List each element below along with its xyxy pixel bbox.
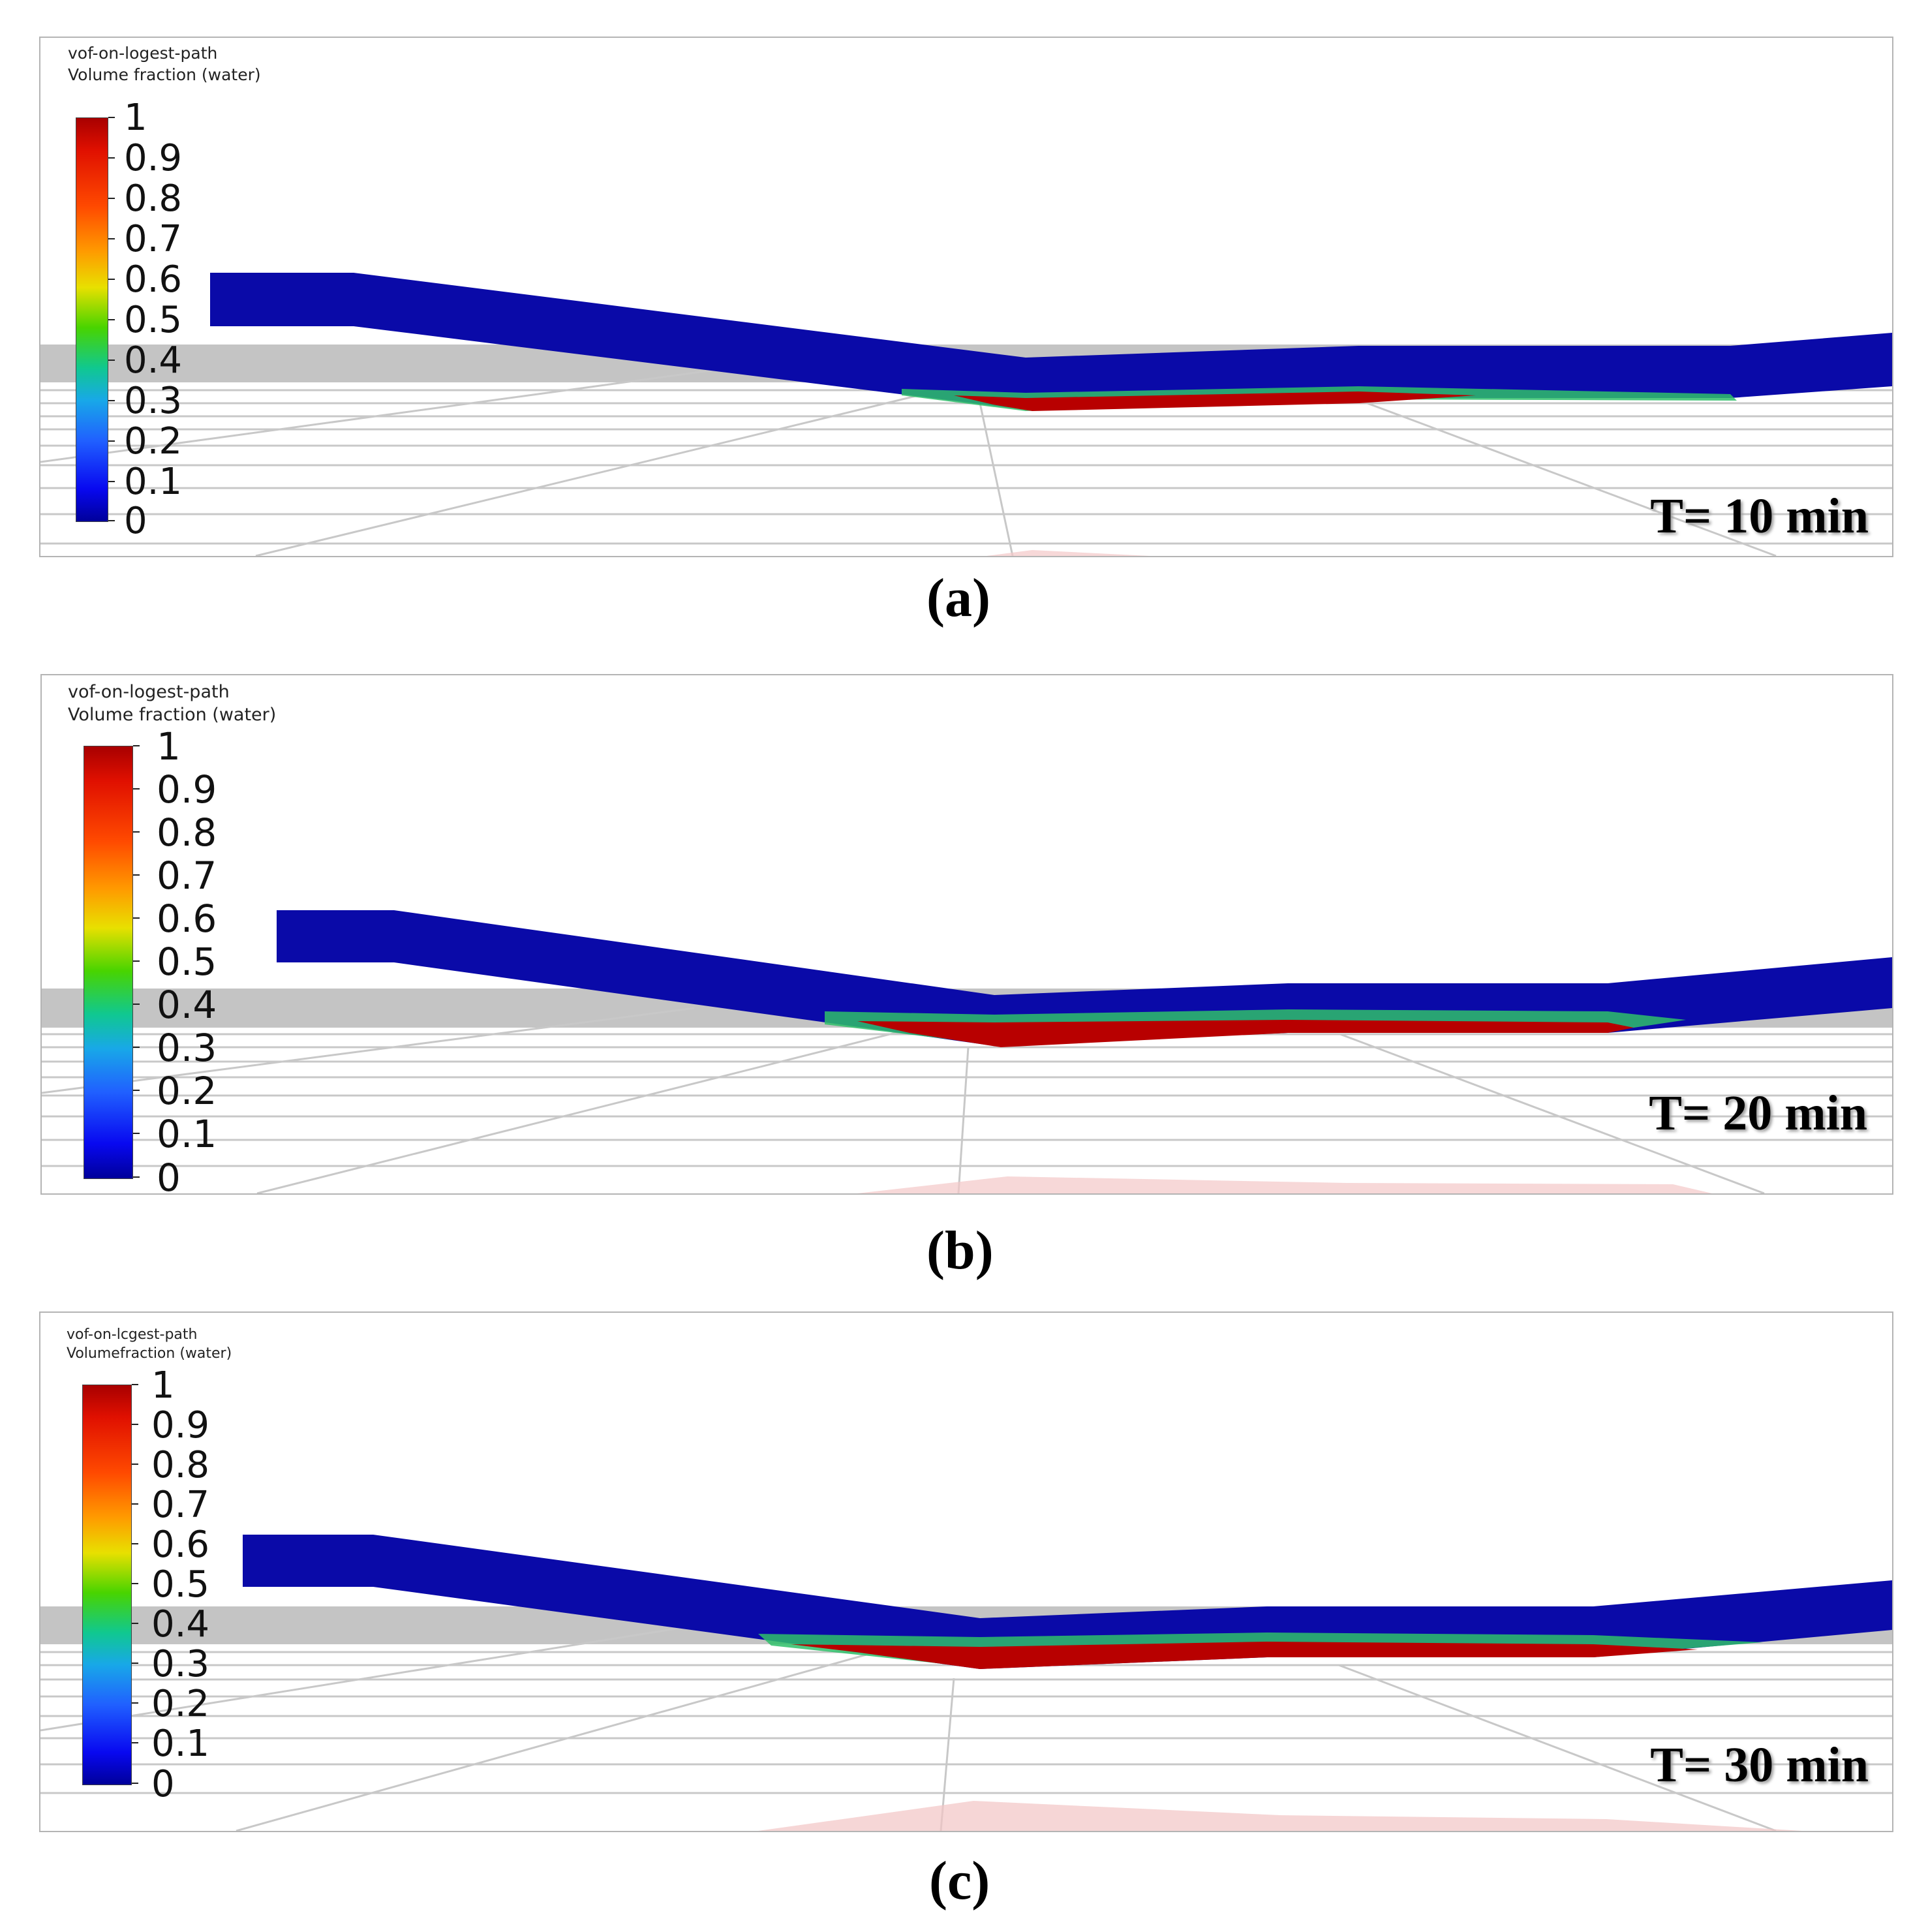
colorbar-tick <box>132 1742 138 1743</box>
colorbar-tick-label: 0.2 <box>124 420 183 463</box>
colorbar-tick-label: 0.4 <box>157 983 217 1027</box>
colorbar-tick-label: 0.8 <box>124 177 183 220</box>
colorbar-tick-label: 0.1 <box>151 1723 210 1765</box>
colorbar <box>82 1385 132 1785</box>
caption-b: (b) <box>926 1220 994 1281</box>
colorbar-tick <box>132 1623 138 1624</box>
colorbar-tick-label: 0.2 <box>157 1069 217 1113</box>
legend-title: vof-on-lcgest-path Volumefraction (water… <box>67 1326 232 1363</box>
colorbar-tick-label: 0 <box>157 1156 181 1195</box>
panel-a: vof-on-logest-path Volume fraction (wate… <box>39 37 1893 557</box>
panel-c: vof-on-lcgest-path Volumefraction (water… <box>39 1311 1893 1832</box>
reflection <box>758 1801 1802 1831</box>
water-layer <box>791 1642 1698 1669</box>
colorbar-tick <box>132 1663 138 1664</box>
colorbar-tick <box>132 1424 138 1425</box>
legend-title-line2: Volumefraction (water) <box>67 1345 232 1362</box>
colorbar-tick-label: 1 <box>151 1364 175 1407</box>
colorbar-tick-label: 0 <box>151 1763 175 1805</box>
colorbar-tick <box>132 1543 138 1544</box>
colorbar-tick-label: 0.7 <box>124 218 183 260</box>
colorbar-tick-label: 0.5 <box>151 1563 210 1606</box>
legend-title-line2: Volume fraction (water) <box>68 705 277 726</box>
colorbar-tick-label: 0.3 <box>157 1026 217 1070</box>
colorbar-tick-label: 0.1 <box>157 1112 217 1156</box>
colorbar-tick-label: 0.6 <box>151 1524 210 1566</box>
colorbar-tick <box>132 1783 138 1784</box>
legend-title: vof-on-logest-path Volume fraction (wate… <box>68 43 261 85</box>
colorbar-tick <box>133 960 140 962</box>
colorbar-tick <box>133 917 140 919</box>
colorbar-tick <box>133 1004 140 1005</box>
colorbar-tick-label: 0 <box>124 500 147 542</box>
colorbar-tick-label: 1 <box>124 97 147 139</box>
colorbar-tick <box>132 1464 138 1465</box>
colorbar-tick-label: 0.7 <box>151 1484 210 1526</box>
colorbar-tick <box>132 1384 138 1385</box>
colorbar-tick-label: 0.3 <box>151 1643 210 1685</box>
time-label: T= 30 min <box>1650 1738 1869 1792</box>
colorbar-tick <box>132 1583 138 1584</box>
colorbar-tick-label: 0.7 <box>157 853 217 898</box>
colorbar-tick-label: 0.9 <box>157 767 217 812</box>
colorbar-tick <box>133 1176 140 1178</box>
colorbar-tick <box>108 117 115 118</box>
reflection <box>987 550 1150 556</box>
colorbar-tick-label: 0.9 <box>124 137 183 179</box>
colorbar-tick <box>133 1047 140 1048</box>
colorbar-tick <box>133 745 140 746</box>
colorbar-tick <box>133 831 140 833</box>
colorbar-tick <box>108 520 115 521</box>
caption-c: (c) <box>929 1850 990 1911</box>
colorbar-tick-label: 0.6 <box>157 897 217 941</box>
colorbar-tick-label: 0.2 <box>151 1683 210 1725</box>
colorbar-tick-label: 0.8 <box>157 810 217 855</box>
colorbar <box>76 117 108 522</box>
colorbar-tick <box>108 279 115 280</box>
colorbar-tick <box>108 319 115 320</box>
colorbar-tick <box>132 1702 138 1704</box>
colorbar-tick-label: 0.4 <box>124 339 183 382</box>
colorbar-tick-label: 1 <box>157 724 181 769</box>
scene-c <box>40 1535 1892 1831</box>
colorbar-tick <box>133 1090 140 1091</box>
water-layer <box>954 391 1476 411</box>
legend-title-line1: vof-on-lcgest-path <box>67 1326 198 1343</box>
colorbar-tick-label: 0.8 <box>151 1444 210 1486</box>
colorbar-tick <box>133 788 140 790</box>
scene-a <box>40 273 1892 556</box>
colorbar-tick-label: 0.5 <box>124 299 183 341</box>
water-layer <box>857 1020 1634 1047</box>
legend-title: vof-on-logest-path Volume fraction (wate… <box>68 681 276 726</box>
colorbar-tick-label: 0.5 <box>157 940 217 984</box>
colorbar-tick-label: 0.6 <box>124 258 183 301</box>
colorbar-tick <box>108 481 115 482</box>
pipe-body <box>210 273 1892 410</box>
colorbar-tick <box>133 1133 140 1134</box>
colorbar-tick <box>132 1503 138 1505</box>
scene-b <box>42 910 1892 1193</box>
colorbar-tick <box>108 440 115 442</box>
colorbar-tick-label: 0.9 <box>151 1404 210 1447</box>
panel-b: vof-on-logest-path Volume fraction (wate… <box>40 674 1893 1195</box>
colorbar-tick <box>108 360 115 361</box>
legend-title-line1: vof-on-logest-path <box>68 682 230 702</box>
colorbar-tick <box>108 238 115 239</box>
colorbar-tick <box>108 400 115 401</box>
time-label: T= 20 min <box>1649 1086 1867 1141</box>
legend-title-line2: Volume fraction (water) <box>68 65 261 84</box>
colorbar-tick <box>108 198 115 199</box>
caption-a: (a) <box>926 568 990 628</box>
colorbar <box>84 746 133 1179</box>
time-label: T= 10 min <box>1650 489 1869 544</box>
legend-title-line1: vof-on-logest-path <box>68 44 218 63</box>
colorbar-tick-label: 0.4 <box>151 1603 210 1646</box>
colorbar-tick <box>133 874 140 876</box>
colorbar-tick <box>108 157 115 159</box>
colorbar-tick-label: 0.3 <box>124 380 183 422</box>
colorbar-tick-label: 0.1 <box>124 461 183 503</box>
reflection <box>857 1176 1712 1193</box>
